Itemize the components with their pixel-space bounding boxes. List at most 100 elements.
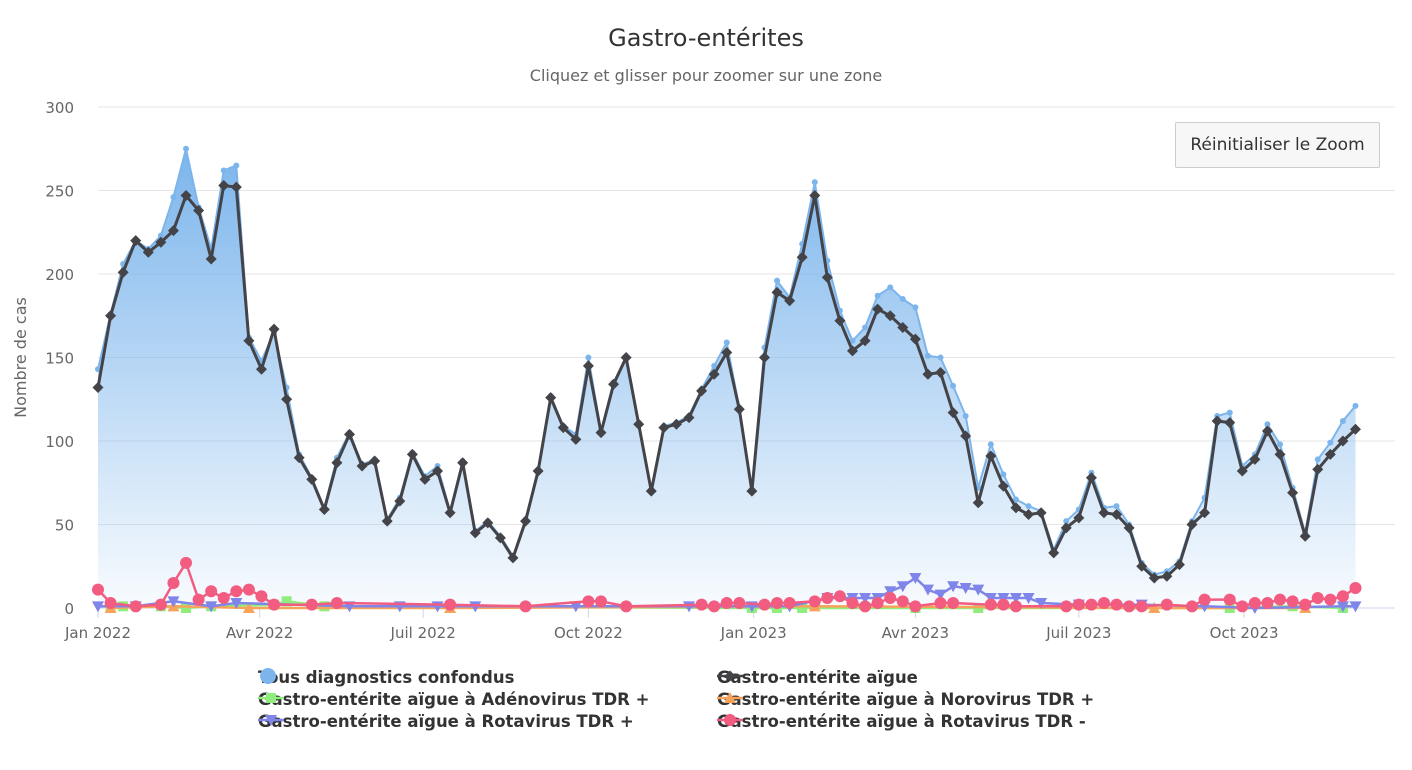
- point-norovirus: [1148, 602, 1161, 613]
- point-rotavirus-neg: [230, 585, 243, 598]
- legend-item[interactable]: Gastro-entérite aïgue à Rotavirus TDR +: [258, 712, 634, 731]
- area-point: [862, 324, 869, 331]
- area-point: [1113, 503, 1120, 510]
- point-rotavirus-neg: [733, 596, 746, 609]
- line-point-aigue: [142, 246, 154, 258]
- point-rotavirus-neg: [305, 598, 318, 611]
- point-rotavirus-pos: [997, 592, 1010, 604]
- line-point-aigue: [846, 345, 858, 357]
- line-point-aigue: [1261, 425, 1273, 437]
- legend-item[interactable]: Gastro-entérite aïgue à Rotavirus TDR -: [717, 712, 1086, 731]
- line-point-aigue: [935, 367, 947, 379]
- point-rotavirus-pos: [167, 596, 180, 608]
- area-point: [1000, 471, 1007, 478]
- legend-item[interactable]: Gastro-entérite aïgue: [717, 668, 918, 687]
- area-point: [1352, 402, 1359, 409]
- line-point-aigue: [318, 503, 330, 515]
- legend-symbol: [260, 668, 276, 684]
- area-point: [233, 162, 240, 169]
- line-point-aigue: [532, 465, 544, 477]
- point-rotavirus-neg: [783, 596, 796, 609]
- area-point: [887, 284, 894, 291]
- point-rotavirus-neg: [984, 598, 997, 611]
- line-point-aigue: [947, 407, 959, 419]
- line-point-aigue: [1173, 559, 1185, 571]
- line-point-aigue: [696, 385, 708, 397]
- legend-marker: [265, 715, 277, 726]
- area-point: [723, 339, 730, 346]
- point-rotavirus-pos: [947, 581, 960, 593]
- point-rotavirus-neg: [444, 598, 457, 611]
- point-rotavirus-neg: [1097, 596, 1110, 609]
- line-point-aigue: [809, 190, 821, 202]
- point-rotavirus-neg: [1072, 598, 1085, 611]
- legend-label: Gastro-entérite aïgue à Rotavirus TDR -: [717, 712, 1086, 731]
- point-rotavirus-neg: [1085, 598, 1098, 611]
- area-point: [811, 179, 818, 186]
- area-point: [987, 441, 994, 448]
- line-point-aigue: [897, 321, 909, 333]
- area-point: [1314, 456, 1321, 463]
- line-point-aigue: [494, 532, 506, 544]
- point-rotavirus-neg: [884, 591, 897, 604]
- point-rotavirus-neg: [1261, 596, 1274, 609]
- legend-symbol: [717, 670, 743, 682]
- line-point-aigue: [985, 450, 997, 462]
- point-rotavirus-neg: [1248, 596, 1261, 609]
- line-point-aigue: [1299, 530, 1311, 542]
- reset-zoom-button[interactable]: Réinitialiser le Zoom: [1175, 122, 1380, 168]
- line-point-aigue: [1161, 570, 1173, 582]
- line-point-aigue: [1098, 507, 1110, 519]
- area-point: [1277, 441, 1284, 448]
- point-rotavirus-neg: [167, 576, 180, 589]
- point-rotavirus-neg: [871, 596, 884, 609]
- point-rotavirus-neg: [708, 600, 721, 613]
- line-point-aigue: [394, 495, 406, 507]
- x-tick-label: Jan 2023: [720, 624, 787, 642]
- point-rotavirus-neg: [947, 596, 960, 609]
- line-point-aigue: [1287, 487, 1299, 499]
- line-point-aigue: [784, 295, 796, 307]
- line-point-aigue: [1249, 453, 1261, 465]
- y-axis-label: Nombre de cas: [11, 297, 30, 418]
- line-point-aigue: [658, 422, 670, 434]
- line-point-aigue: [1224, 417, 1236, 429]
- x-tick-label: Oct 2022: [554, 624, 623, 642]
- point-adenovirus: [181, 603, 192, 613]
- line-point-aigue: [520, 515, 532, 527]
- legend-marker: [724, 670, 736, 682]
- area-point: [912, 304, 919, 311]
- point-rotavirus-neg: [1223, 593, 1236, 606]
- line-point-aigue: [343, 428, 355, 440]
- point-rotavirus-neg: [180, 556, 193, 569]
- x-tick-label: Avr 2023: [882, 624, 949, 642]
- line-point-aigue: [570, 433, 582, 445]
- point-rotavirus-neg: [582, 595, 595, 608]
- legend-label: Gastro-entérite aïgue à Adénovirus TDR +: [258, 690, 650, 709]
- point-rotavirus-neg: [695, 598, 708, 611]
- legend-item[interactable]: Gastro-entérite aïgue à Norovirus TDR +: [717, 690, 1094, 709]
- point-rotavirus-pos: [984, 592, 997, 604]
- point-rotavirus-neg: [997, 598, 1010, 611]
- legend-item[interactable]: Gastro-entérite aïgue à Adénovirus TDR +: [258, 690, 649, 709]
- x-tick-label: Juil 2023: [1045, 624, 1111, 642]
- line-point-aigue: [482, 517, 494, 529]
- line-point-aigue: [708, 368, 720, 380]
- area-point: [962, 412, 969, 419]
- x-tick-label: Jan 2022: [64, 624, 131, 642]
- point-rotavirus-neg: [192, 593, 205, 606]
- line-point-aigue: [281, 393, 293, 405]
- line-point-aigue: [167, 225, 179, 237]
- point-rotavirus-neg: [1274, 593, 1287, 606]
- point-rotavirus-neg: [1324, 593, 1337, 606]
- legend-item[interactable]: Tous diagnostics confondus: [258, 668, 514, 687]
- line-point-aigue: [1010, 502, 1022, 514]
- line-point-aigue: [331, 457, 343, 469]
- line-point-aigue: [1337, 435, 1349, 447]
- line-point-aigue: [457, 457, 469, 469]
- line-point-aigue: [1048, 547, 1060, 559]
- line-point-aigue: [444, 507, 456, 519]
- area-point: [1025, 503, 1032, 510]
- point-rotavirus-neg: [1198, 593, 1211, 606]
